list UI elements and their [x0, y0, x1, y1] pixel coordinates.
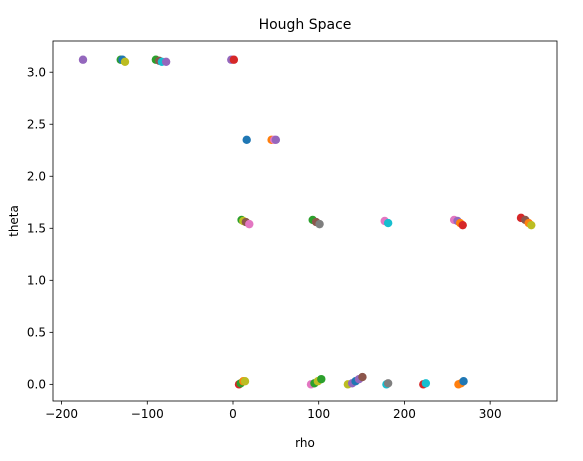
y-tick-label: 0.0	[27, 378, 46, 392]
x-ticks: −200 −100 0 100 200 300	[45, 401, 502, 421]
scatter-point	[383, 379, 393, 388]
scatter-point	[315, 219, 324, 229]
scatter-point	[271, 135, 281, 145]
x-axis-label: rho	[295, 436, 315, 450]
y-axis-label: theta	[7, 205, 21, 237]
scatter-point	[458, 220, 467, 230]
scatter-point	[161, 57, 171, 67]
x-tick-label: 300	[479, 407, 502, 421]
y-tick-label: 1.5	[27, 221, 46, 235]
x-tick-label: 200	[393, 407, 416, 421]
scatter-point	[240, 377, 250, 386]
scatter-point	[245, 219, 254, 229]
y-tick-label: 1.0	[27, 274, 46, 288]
plot-frame	[52, 40, 558, 402]
y-tick-label: 3.0	[27, 65, 46, 79]
scatter-point	[358, 372, 367, 382]
y-tick-label: 0.5	[27, 326, 46, 340]
y-tick-label: 2.0	[27, 169, 46, 183]
scatter-point	[229, 55, 239, 64]
scatter-point	[78, 55, 88, 64]
plot-area	[53, 41, 557, 401]
scatter-point	[120, 57, 130, 67]
x-tick-label: 100	[307, 407, 330, 421]
y-ticks: 0.0 0.5 1.0 1.5 2.0 2.5 3.0	[27, 65, 53, 392]
points-layer	[78, 55, 536, 389]
chart-title: Hough Space	[259, 17, 352, 33]
scatter-point	[383, 218, 393, 228]
scatter-point	[527, 220, 536, 230]
scatter-point	[459, 377, 468, 386]
scatter-point	[242, 135, 251, 145]
x-tick-label: −200	[45, 407, 78, 421]
x-tick-label: 0	[229, 407, 237, 421]
scatter-point	[317, 374, 326, 384]
scatter-point	[421, 379, 431, 388]
y-tick-label: 2.5	[27, 117, 46, 131]
x-tick-label: −100	[131, 407, 164, 421]
